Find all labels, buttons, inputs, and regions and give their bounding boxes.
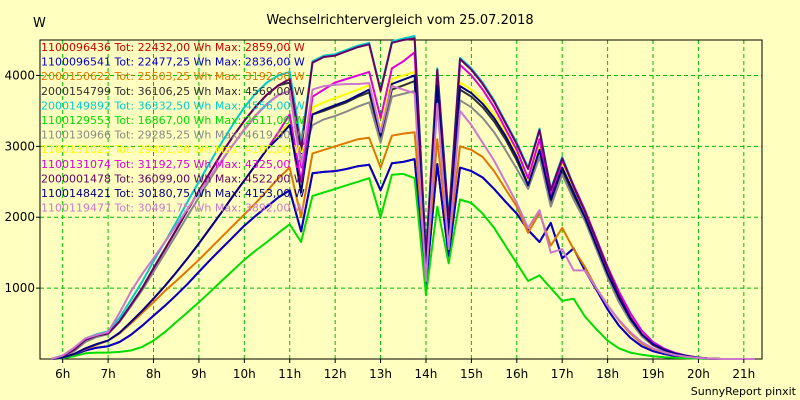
legend-entry: 1100131074 Tot: 31192,75 Wh Max: 4325,00… (41, 158, 305, 171)
legend-entry: 2000150622 Tot: 25503,25 Wh Max: 3192,00… (41, 70, 305, 83)
x-tick-label: 15h (460, 367, 483, 381)
legend-entry: 1100148421 Tot: 30180,75 Wh Max: 4153,00… (41, 187, 305, 200)
series-line-10 (51, 74, 756, 360)
legend-entry: 1100096541 Tot: 22477,25 Wh Max: 2836,00… (41, 56, 305, 69)
series-line-1 (51, 158, 756, 360)
x-tick-label: 17h (551, 367, 574, 381)
y-tick-label: 3000 (4, 139, 35, 153)
series-layer (51, 35, 756, 360)
x-tick-label: 11h (278, 367, 301, 381)
legend: 1100096436 Tot: 22432,00 Wh Max: 2859,00… (41, 41, 305, 215)
chart-title: Wechselrichtervergleich vom 25.07.2018 (266, 13, 533, 28)
legend-entry: 1100129553 Tot: 16867,00 Wh Max: 2611,00… (41, 114, 305, 127)
series-line-5 (51, 172, 756, 360)
series-line-2 (51, 131, 756, 360)
x-tick-label: 18h (596, 367, 619, 381)
series-line-6 (51, 90, 756, 360)
x-tick-label: 9h (191, 367, 206, 381)
tick-layer: 6h 7h 8h 9h 10h 11h 12h 13h 14h 15h 16h 17h 18h 19h 20… (4, 68, 755, 381)
legend-entry: 2000154799 Tot: 36106,25 Wh Max: 4569,00… (41, 85, 305, 98)
legend-entry: 2000001478 Tot: 36099,00 Wh Max: 4522,00… (41, 172, 305, 185)
x-tick-label: 19h (642, 367, 665, 381)
legend-entry: 1100096436 Tot: 22432,00 Wh Max: 2859,00… (41, 41, 305, 54)
x-tick-label: 8h (146, 367, 161, 381)
y-tick-label: 4000 (4, 68, 35, 82)
series-line-11 (51, 82, 756, 360)
x-tick-label: 7h (100, 367, 115, 381)
legend-entry: 2000149892 Tot: 36332,50 Wh Max: 4556,00… (41, 99, 305, 112)
legend-entry: 1100119477 Tot: 30491,75 Wh Max: 3892,00… (41, 202, 305, 215)
x-tick-label: 21h (732, 367, 755, 381)
x-tick-label: 6h (55, 367, 70, 381)
y-axis-unit-label: W (33, 16, 46, 31)
y-tick-label: 1000 (4, 281, 35, 295)
x-tick-label: 16h (505, 367, 528, 381)
x-tick-label: 10h (233, 367, 256, 381)
x-tick-label: 12h (324, 367, 347, 381)
x-tick-label: 13h (369, 367, 392, 381)
footer-credit: SunnyReport pinxit (691, 385, 797, 398)
legend-entry: 1100131025 Tot: 29491,00 Wh Max: 4100,00… (41, 143, 305, 156)
x-tick-label: 20h (687, 367, 710, 381)
legend-entry: 1100130966 Tot: 29285,25 Wh Max: 4619,00… (41, 129, 305, 142)
x-tick-label: 14h (415, 367, 438, 381)
y-tick-label: 2000 (4, 210, 35, 224)
